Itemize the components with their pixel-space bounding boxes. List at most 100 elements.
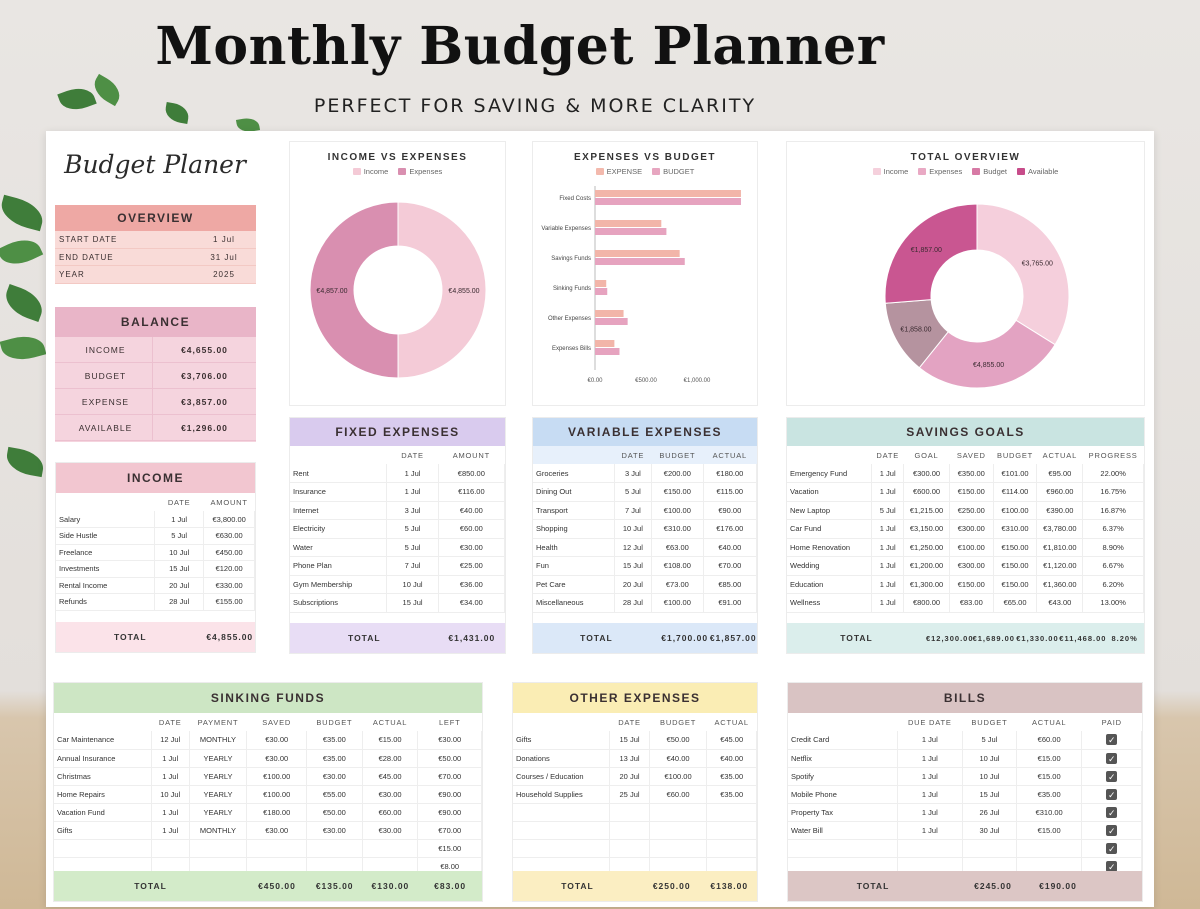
- income-cell[interactable]: Rental Income: [56, 577, 156, 594]
- bills-cell[interactable]: 26 Jul: [962, 803, 1017, 822]
- income-cell[interactable]: 28 Jul: [154, 593, 205, 611]
- other-cell[interactable]: 20 Jul: [609, 767, 650, 786]
- savings-cell[interactable]: €350.00: [949, 464, 994, 483]
- savings-cell[interactable]: 1 Jul: [871, 538, 905, 557]
- savings-cell[interactable]: €600.00: [903, 482, 950, 502]
- bills-cell[interactable]: €15.00: [1016, 821, 1083, 840]
- sinking-cell[interactable]: 10 Jul: [151, 785, 190, 804]
- savings-cell[interactable]: €1,215.00: [903, 501, 950, 520]
- sinking-cell[interactable]: YEARLY: [189, 785, 248, 804]
- savings-cell[interactable]: €1,810.00: [1036, 538, 1084, 557]
- variable-cell[interactable]: €180.00: [703, 464, 758, 483]
- sinking-cell[interactable]: €30.00: [246, 731, 308, 750]
- income-cell[interactable]: Freelance: [56, 544, 156, 561]
- overview-value[interactable]: 31 Jul: [210, 252, 238, 262]
- sinking-cell[interactable]: €28.00: [362, 749, 419, 768]
- savings-cell[interactable]: €83.00: [949, 593, 994, 613]
- variable-cell[interactable]: Fun: [533, 556, 615, 576]
- other-cell[interactable]: [513, 821, 611, 840]
- sinking-cell[interactable]: 1 Jul: [151, 749, 190, 768]
- savings-cell[interactable]: €43.00: [1036, 593, 1084, 613]
- other-cell[interactable]: Courses / Education: [513, 767, 611, 786]
- savings-cell[interactable]: 1 Jul: [871, 519, 905, 539]
- savings-cell[interactable]: Emergency Fund: [787, 464, 873, 483]
- paid-checkbox[interactable]: ✓: [1106, 770, 1118, 782]
- bills-cell[interactable]: 1 Jul: [897, 749, 964, 768]
- savings-cell[interactable]: €150.00: [993, 575, 1038, 594]
- income-cell[interactable]: Side Hustle: [56, 527, 156, 545]
- savings-cell[interactable]: €960.00: [1036, 482, 1084, 502]
- sinking-cell[interactable]: €50.00: [417, 749, 482, 768]
- bills-cell[interactable]: 1 Jul: [897, 767, 964, 786]
- sinking-cell[interactable]: €30.00: [362, 785, 419, 804]
- sinking-cell[interactable]: €100.00: [246, 767, 308, 786]
- fixed-cell[interactable]: €60.00: [438, 519, 506, 539]
- savings-cell[interactable]: €1,200.00: [903, 556, 950, 576]
- fixed-cell[interactable]: 5 Jul: [386, 519, 439, 539]
- sinking-cell[interactable]: €30.00: [246, 821, 308, 840]
- savings-cell[interactable]: €100.00: [993, 501, 1038, 520]
- savings-cell[interactable]: €300.00: [903, 464, 950, 483]
- bills-cell[interactable]: Water Bill: [788, 821, 898, 840]
- bills-cell[interactable]: €310.00: [1016, 803, 1083, 822]
- sinking-cell[interactable]: [306, 839, 363, 858]
- savings-cell[interactable]: 8.90%: [1082, 538, 1144, 557]
- savings-cell[interactable]: Wellness: [787, 593, 873, 613]
- income-cell[interactable]: 15 Jul: [154, 560, 205, 578]
- variable-cell[interactable]: €200.00: [651, 464, 704, 483]
- sinking-cell[interactable]: 12 Jul: [151, 731, 190, 750]
- bills-cell[interactable]: Property Tax: [788, 803, 898, 822]
- savings-cell[interactable]: 6.20%: [1082, 575, 1144, 594]
- overview-value[interactable]: 2025: [213, 270, 235, 279]
- fixed-cell[interactable]: Insurance: [290, 482, 388, 502]
- other-cell[interactable]: 13 Jul: [609, 749, 650, 768]
- variable-cell[interactable]: Dining Out: [533, 482, 615, 502]
- fixed-cell[interactable]: 3 Jul: [386, 501, 439, 520]
- savings-cell[interactable]: €1,300.00: [903, 575, 950, 594]
- other-cell[interactable]: Household Supplies: [513, 785, 611, 804]
- sinking-cell[interactable]: YEARLY: [189, 767, 248, 786]
- other-cell[interactable]: [649, 839, 708, 858]
- paid-checkbox[interactable]: ✓: [1106, 806, 1118, 818]
- other-cell[interactable]: [513, 839, 611, 858]
- income-cell[interactable]: €450.00: [203, 544, 255, 561]
- other-cell[interactable]: [706, 839, 757, 858]
- income-cell[interactable]: €3,800.00: [203, 511, 255, 528]
- fixed-cell[interactable]: €850.00: [438, 464, 506, 483]
- sinking-cell[interactable]: €35.00: [306, 749, 363, 768]
- savings-cell[interactable]: Vacation: [787, 482, 873, 502]
- savings-cell[interactable]: 1 Jul: [871, 575, 905, 594]
- bills-cell[interactable]: [1016, 839, 1083, 858]
- bills-cell[interactable]: [788, 839, 898, 858]
- savings-cell[interactable]: Wedding: [787, 556, 873, 576]
- savings-cell[interactable]: €150.00: [993, 538, 1038, 557]
- sinking-cell[interactable]: €45.00: [362, 767, 419, 786]
- other-cell[interactable]: €35.00: [706, 767, 757, 786]
- sinking-cell[interactable]: €30.00: [306, 821, 363, 840]
- bills-cell[interactable]: 1 Jul: [897, 731, 964, 750]
- bills-cell[interactable]: 10 Jul: [962, 749, 1017, 768]
- fixed-cell[interactable]: 15 Jul: [386, 593, 439, 613]
- savings-cell[interactable]: 6.67%: [1082, 556, 1144, 576]
- paid-checkbox[interactable]: ✓: [1106, 842, 1118, 854]
- sinking-cell[interactable]: €70.00: [417, 767, 482, 786]
- sinking-cell[interactable]: €55.00: [306, 785, 363, 804]
- sinking-cell[interactable]: Home Repairs: [54, 785, 152, 804]
- savings-cell[interactable]: 1 Jul: [871, 556, 905, 576]
- bills-cell[interactable]: ✓: [1081, 785, 1142, 804]
- savings-cell[interactable]: 1 Jul: [871, 593, 905, 613]
- fixed-cell[interactable]: Gym Membership: [290, 575, 388, 594]
- savings-cell[interactable]: €1,120.00: [1036, 556, 1084, 576]
- savings-cell[interactable]: Home Renovation: [787, 538, 873, 557]
- sinking-cell[interactable]: Vacation Fund: [54, 803, 152, 822]
- variable-cell[interactable]: 20 Jul: [614, 575, 653, 594]
- sinking-cell[interactable]: €15.00: [417, 839, 482, 858]
- income-cell[interactable]: 10 Jul: [154, 544, 205, 561]
- bills-cell[interactable]: ✓: [1081, 731, 1142, 750]
- sinking-cell[interactable]: [246, 839, 308, 858]
- income-cell[interactable]: 20 Jul: [154, 577, 205, 594]
- sinking-cell[interactable]: 1 Jul: [151, 821, 190, 840]
- variable-cell[interactable]: 28 Jul: [614, 593, 653, 613]
- fixed-cell[interactable]: 1 Jul: [386, 482, 439, 502]
- variable-cell[interactable]: €100.00: [651, 593, 704, 613]
